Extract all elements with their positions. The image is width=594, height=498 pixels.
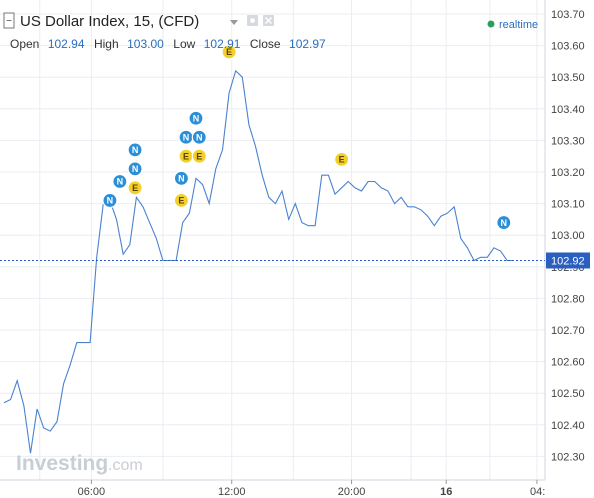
x-tick-label: 12:00 [218, 486, 246, 498]
news-marker-badge[interactable] [127, 142, 143, 158]
marker-letter: E [178, 196, 184, 206]
x-tick-label: 16 [440, 486, 452, 498]
news-marker-badge[interactable] [191, 129, 207, 145]
y-tick-label: 103.30 [551, 135, 585, 147]
news-marker[interactable]: N [496, 214, 512, 231]
marker-letter: N [183, 132, 190, 142]
news-marker[interactable]: N [127, 142, 143, 158]
gear-icon[interactable] [247, 15, 258, 26]
close-value: 102.97 [289, 37, 326, 51]
y-tick-label: 102.50 [551, 388, 585, 400]
marker-letter: N [117, 177, 124, 187]
news-marker[interactable]: N [112, 173, 128, 190]
y-tick-label: 102.40 [551, 420, 585, 432]
minus-square-icon[interactable] [3, 12, 15, 29]
chart-header: US Dollar Index, 15, (CFD) Open 102.94 H… [3, 12, 538, 52]
high-value: 103.00 [127, 37, 164, 51]
news-marker[interactable]: N [127, 161, 143, 177]
economic-event-marker[interactable]: E [334, 151, 350, 167]
caret-down-icon[interactable] [230, 20, 238, 25]
open-label: Open [10, 37, 39, 51]
economic-event-marker[interactable]: E [221, 44, 237, 60]
marker-letter: N [132, 164, 139, 174]
price-line [3, 69, 514, 454]
background-grid [0, 0, 545, 480]
marker-letter: N [501, 218, 508, 228]
event-marker-badge[interactable] [221, 44, 237, 60]
y-tick-label: 103.50 [551, 72, 585, 84]
economic-event-marker[interactable]: E [191, 148, 207, 164]
marker-letter: N [196, 132, 203, 142]
y-tick-label: 103.20 [551, 167, 585, 179]
marker-letter: E [183, 151, 189, 161]
realtime-label: realtime [499, 19, 538, 31]
marker-letter: N [107, 196, 114, 206]
y-tick-label: 103.00 [551, 230, 585, 242]
y-tick-label: 103.40 [551, 104, 585, 116]
last-price-tag-box [546, 252, 590, 269]
y-tick-label: 102.60 [551, 357, 585, 369]
marker-letter: N [178, 174, 185, 184]
news-marker-badge[interactable] [102, 192, 118, 209]
news-marker-badge[interactable] [496, 214, 512, 231]
marker-letter: E [339, 155, 345, 165]
news-marker[interactable]: N [188, 110, 204, 126]
y-tick-label: 102.30 [551, 451, 585, 463]
event-marker-badge[interactable] [173, 192, 190, 209]
high-label: High [94, 37, 119, 51]
x-tick-label: 06:00 [78, 486, 106, 498]
marker-letter: E [196, 151, 202, 161]
news-marker[interactable]: N [191, 129, 207, 145]
marker-letter: E [132, 183, 138, 193]
watermark-main: Investing [16, 452, 108, 475]
close-label: Close [250, 37, 281, 51]
news-marker[interactable]: N [173, 170, 190, 186]
watermark-suffix: .com [108, 457, 143, 474]
y-tick-label: 103.10 [551, 199, 585, 211]
y-tick-label: 103.60 [551, 41, 585, 53]
watermark: Investing .com [16, 452, 143, 475]
y-tick-label: 103.70 [551, 9, 585, 21]
x-tick-label: 04: [530, 486, 545, 498]
event-marker-badge[interactable] [191, 148, 207, 164]
realtime-dot-icon [487, 20, 495, 28]
event-marker-badge[interactable] [127, 180, 143, 196]
news-marker[interactable]: N [102, 192, 118, 209]
low-label: Low [173, 37, 195, 51]
economic-event-marker[interactable]: E [127, 180, 143, 196]
marker-letter: N [132, 145, 139, 155]
marker-letter: N [193, 113, 200, 123]
x-axis-ticks: 06:00 12:00 20:00 16 04: [78, 480, 545, 498]
y-axis-ticks: 103.70 103.60 103.50 103.40 103.30 103.20 103.… [551, 9, 585, 463]
x-tick-label: 20:00 [338, 486, 366, 498]
economic-event-marker[interactable]: E [178, 148, 194, 164]
news-marker-badge[interactable] [188, 110, 204, 126]
low-value: 102.91 [204, 37, 241, 51]
news-marker-badge[interactable] [173, 170, 190, 186]
news-marker[interactable]: N [178, 129, 194, 145]
economic-event-marker[interactable]: E [173, 192, 190, 209]
y-tick-label: 102.80 [551, 293, 585, 305]
news-marker-badge[interactable] [112, 173, 128, 190]
news-marker-badge[interactable] [127, 161, 143, 177]
close-icon[interactable] [263, 15, 274, 26]
y-tick-label: 102.70 [551, 325, 585, 337]
last-price-tag-label: 102.92 [551, 255, 585, 267]
ohlc-readout: Open 102.94 High 103.00 Low 102.91 Close… [10, 35, 326, 52]
last-price-tag: 102.92 [546, 252, 590, 269]
open-value: 102.94 [48, 37, 85, 51]
chart-title: US Dollar Index, 15, (CFD) [20, 13, 199, 30]
event-marker-badge[interactable] [334, 151, 350, 167]
marker-letter: E [226, 47, 232, 57]
